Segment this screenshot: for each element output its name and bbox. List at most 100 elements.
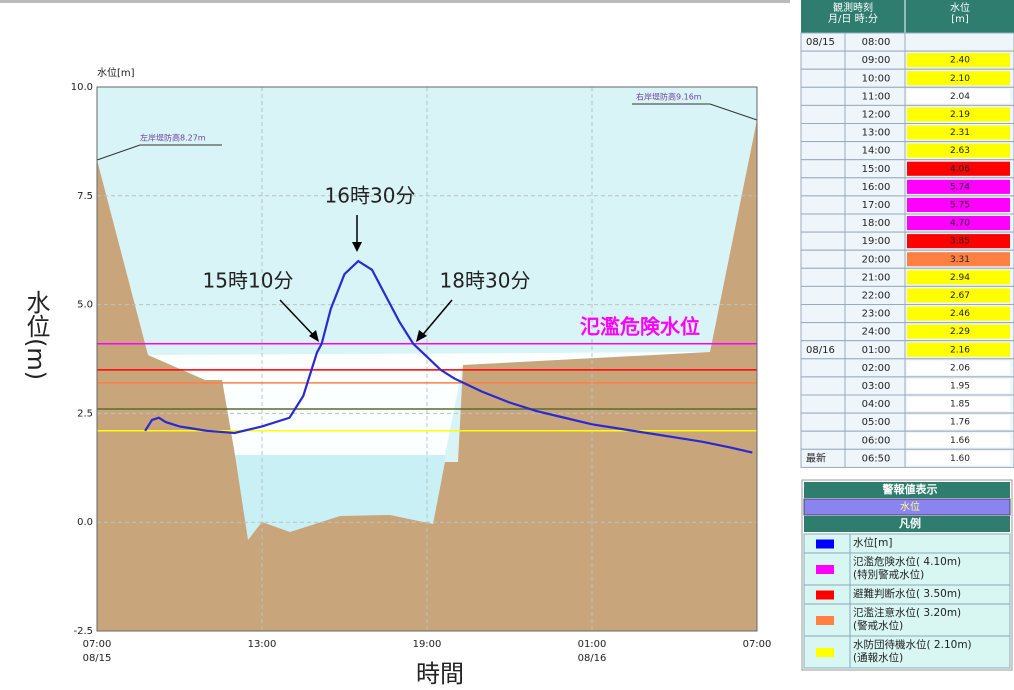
legend-subtitle: 水位 — [900, 500, 920, 513]
table-time: 02:00 — [862, 363, 891, 374]
legend-heading: 凡例 — [899, 516, 921, 530]
table-value: 5.74 — [950, 182, 970, 192]
legend-title: 警報値表示 — [882, 482, 938, 496]
x-tick-date: 08/15 — [83, 653, 112, 664]
table-time: 13:00 — [862, 128, 891, 139]
table-time: 18:00 — [862, 218, 891, 229]
table-time: 01:00 — [862, 345, 891, 356]
table-header: 月/日 時:分 — [828, 13, 878, 25]
table-time: 03:00 — [862, 381, 891, 392]
table-time: 14:00 — [862, 146, 891, 157]
table-time: 09:00 — [862, 55, 891, 66]
legend-swatch — [816, 565, 834, 574]
value-cell — [907, 270, 1010, 285]
table-value: 2.29 — [950, 327, 970, 337]
bank-label: 右岸堤防高9.16m — [636, 92, 702, 102]
legend-text: 氾濫注意水位( 3.20m) — [853, 606, 961, 619]
bank-label: 左岸堤防高8.27m — [140, 133, 206, 143]
value-cell — [907, 342, 1010, 357]
table-time: 06:00 — [862, 435, 891, 446]
plot-frame — [96, 86, 758, 632]
value-cell — [907, 234, 1010, 249]
table-value: 2.94 — [950, 273, 970, 283]
legend-text: (警戒水位) — [853, 619, 903, 632]
value-cell — [907, 125, 1010, 140]
table-date: 08/15 — [806, 37, 835, 48]
arrow — [419, 299, 453, 339]
table-time: 04:00 — [862, 399, 891, 410]
annotation: 氾濫危険水位 — [580, 315, 700, 339]
table-time: 20:00 — [862, 254, 891, 265]
legend-swatch — [816, 539, 834, 549]
table-time: 22:00 — [862, 290, 891, 301]
value-cell — [907, 143, 1010, 158]
table-date: 最新 — [806, 451, 826, 464]
value-cell — [907, 89, 1010, 104]
annotation: 15時10分 — [203, 269, 294, 293]
table-time: 11:00 — [862, 91, 891, 102]
table-time: 17:00 — [862, 200, 891, 211]
water-level-line — [144, 259, 753, 454]
value-cell — [907, 71, 1010, 86]
value-cell — [907, 324, 1010, 339]
table-value: 4.06 — [950, 164, 970, 174]
table-value: 3.85 — [950, 237, 970, 247]
value-cell — [907, 216, 1010, 231]
table-value: 3.31 — [950, 255, 970, 265]
value-cell — [907, 161, 1010, 176]
y-tick-label: 10.0 — [71, 82, 93, 93]
table-time: 24:00 — [862, 327, 891, 338]
table-value: 5.75 — [950, 200, 970, 210]
value-cell — [907, 53, 1010, 68]
table-value: 1.60 — [950, 454, 970, 464]
basin — [148, 352, 710, 455]
bank-pointer — [709, 103, 758, 121]
chart-layer — [97, 87, 757, 631]
x-tick-label: 01:00 — [578, 639, 607, 650]
bank-pointer — [96, 144, 141, 161]
legend-text: (通報水位) — [853, 651, 903, 664]
legend-item-bg — [803, 603, 1011, 637]
value-cell — [907, 397, 1010, 412]
annotation: 18時30分 — [440, 269, 531, 293]
table-value: 2.19 — [950, 110, 970, 120]
legend-title-bg — [804, 482, 1010, 498]
legend-item-bg — [803, 552, 1011, 586]
legend-text: (特別警戒水位) — [853, 568, 924, 581]
table-value: 4.70 — [950, 219, 970, 229]
table-value: 1.95 — [950, 381, 970, 391]
table-header: 水位 — [950, 1, 970, 14]
value-cell — [907, 306, 1010, 321]
y-tick-label: 5.0 — [77, 300, 93, 311]
legend-text: 水防団待機水位( 2.10m) — [853, 638, 972, 651]
table-header: 観測時刻 — [833, 1, 873, 14]
y-tick-label: -2.5 — [73, 626, 93, 637]
table-time: 15:00 — [862, 164, 891, 175]
table-time: 10:00 — [862, 73, 891, 84]
y-tick-label: 7.5 — [77, 191, 93, 202]
value-cell — [907, 415, 1010, 430]
table-value: 1.76 — [950, 418, 970, 428]
value-cell — [907, 107, 1010, 122]
value-cell — [907, 252, 1010, 267]
y-axis-title: 水位[m] — [97, 66, 135, 79]
value-cell — [907, 197, 1010, 212]
top-border — [0, 0, 790, 3]
table-value: 2.63 — [950, 146, 970, 156]
table-time: 08:00 — [862, 37, 891, 48]
x-tick-date: 08/16 — [578, 653, 607, 664]
value-cell — [907, 433, 1010, 448]
legend-text: 避難判断水位( 3.50m) — [853, 587, 961, 600]
table-header: [m] — [951, 14, 969, 25]
table-value: 2.16 — [950, 345, 970, 355]
legend-heading-bg — [804, 516, 1010, 532]
table-value: 2.46 — [950, 309, 970, 319]
table-header-bg — [801, 0, 1014, 33]
legend-subtitle-bg — [803, 498, 1011, 516]
arrowhead — [309, 330, 319, 342]
arrowhead — [352, 242, 362, 252]
arrow — [279, 299, 317, 339]
